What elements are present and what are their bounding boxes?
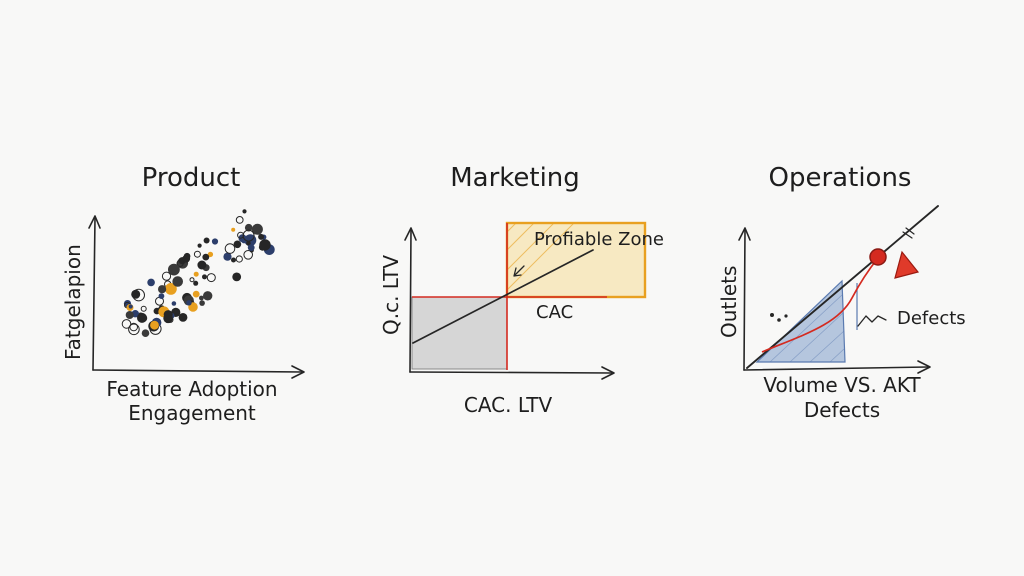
scatter-dot [223, 252, 232, 261]
scatter-dot [147, 278, 155, 287]
scatter-dot [125, 311, 134, 319]
product-title: Product [142, 163, 241, 193]
marketing-small-arrow [513, 265, 525, 277]
operations-y-axis-arrow [738, 227, 751, 241]
operations-tick-marks [902, 227, 915, 239]
product-scatter-cluster [121, 209, 275, 338]
marketing-cac-label: CAC [536, 302, 573, 323]
scatter-dot [235, 255, 243, 263]
marketing-y-axis [409, 229, 412, 373]
product-y-axis [92, 217, 96, 371]
scatter-dot [137, 312, 147, 323]
operations-dot [777, 318, 781, 322]
marketing-x-axis [409, 371, 613, 374]
operations-y-label: Outlets [717, 266, 741, 338]
scatter-dot [199, 300, 205, 306]
operations-area-hatching [769, 294, 845, 363]
operations-dot [784, 314, 788, 318]
operations-warning-triangle [894, 250, 920, 279]
marketing-zone-label: Profiable Zone [534, 229, 664, 250]
operations-panel: Operations Defects Outlets Volume VS. [717, 163, 966, 422]
marketing-y-label: Q.c. LTV [379, 255, 403, 335]
operations-defect-marker [869, 248, 887, 266]
operations-y-axis [743, 229, 746, 371]
scatter-dot [171, 301, 177, 306]
scatter-dot [158, 285, 167, 294]
product-x-axis [92, 369, 303, 373]
scatter-dot [243, 250, 253, 260]
marketing-panel: Marketing Profiable Zone CAC Q.c. LTV CA… [379, 163, 664, 417]
marketing-loss-region [411, 296, 508, 370]
scatter-dot [186, 300, 192, 306]
product-x-label-line2: Engagement [128, 401, 256, 425]
scatter-dot [193, 271, 199, 277]
operations-defect-curve [761, 257, 879, 353]
product-x-axis-arrow [291, 365, 305, 379]
scatter-dot [161, 271, 172, 281]
product-panel: Product Fatgelapion Feature Adoption Eng… [61, 163, 305, 425]
marketing-diagonal-line [412, 249, 594, 344]
operations-x-axis [743, 366, 929, 371]
scatter-dot [203, 237, 210, 244]
scatter-dot [258, 233, 265, 240]
operations-title: Operations [769, 163, 912, 193]
operations-defects-zigzag [857, 315, 887, 327]
scatter-dot [242, 209, 247, 214]
scatter-dot [233, 240, 242, 249]
product-y-axis-arrow [88, 215, 101, 229]
scatter-dot [231, 227, 236, 232]
scatter-dot [211, 238, 219, 245]
scatter-dot [141, 329, 150, 338]
scatter-dot [193, 250, 201, 258]
scatter-dot [251, 223, 263, 235]
scatter-dot [197, 260, 207, 270]
scatter-dot [189, 277, 195, 283]
scatter-dot [232, 272, 242, 282]
scatter-dot [203, 291, 213, 301]
scatter-dot [182, 254, 191, 263]
operations-trend-line [746, 205, 939, 369]
scatter-dot [168, 263, 180, 276]
marketing-title: Marketing [450, 163, 580, 193]
scatter-dot [231, 257, 236, 263]
scatter-dot [150, 320, 159, 330]
scatter-dot [178, 313, 188, 322]
operations-x-label-line2: Defects [804, 398, 880, 422]
scatter-dot [128, 323, 140, 336]
scatter-dot [237, 231, 245, 239]
marketing-y-axis-arrow [404, 227, 417, 241]
marketing-zone-hatching [506, 222, 575, 291]
operations-x-axis-arrow [917, 360, 931, 374]
marketing-x-axis-arrow [601, 366, 615, 380]
marketing-x-label: CAC. LTV [464, 393, 553, 417]
product-x-label-line1: Feature Adoption [106, 377, 277, 401]
scatter-dot [172, 276, 183, 287]
scatter-dot [202, 274, 207, 280]
product-y-label: Fatgelapion [61, 244, 85, 360]
scatter-dot [197, 243, 202, 248]
scatter-dot [131, 289, 141, 299]
operations-defects-label: Defects [897, 308, 966, 329]
scatter-dot [244, 223, 253, 232]
scatter-dot [158, 293, 165, 299]
operations-dot [770, 313, 774, 317]
scatter-dot [207, 251, 214, 258]
scatter-dot [259, 239, 271, 251]
scatter-dot [163, 310, 173, 320]
scatter-dot [199, 295, 204, 301]
scatter-dot [206, 273, 216, 283]
scatter-dot [140, 305, 147, 312]
scatter-dot [165, 283, 177, 295]
scatter-dot [235, 216, 244, 224]
scatter-dot [193, 280, 199, 286]
scatter-dot [192, 290, 200, 298]
operations-x-label-line1: Volume VS. AKT [763, 373, 921, 397]
scatter-dot [246, 240, 251, 246]
scatter-dot [247, 244, 255, 252]
scatter-dot [202, 253, 210, 261]
scatter-dot [224, 243, 236, 254]
scatter-dot [129, 322, 138, 332]
scatter-dot [128, 304, 133, 309]
